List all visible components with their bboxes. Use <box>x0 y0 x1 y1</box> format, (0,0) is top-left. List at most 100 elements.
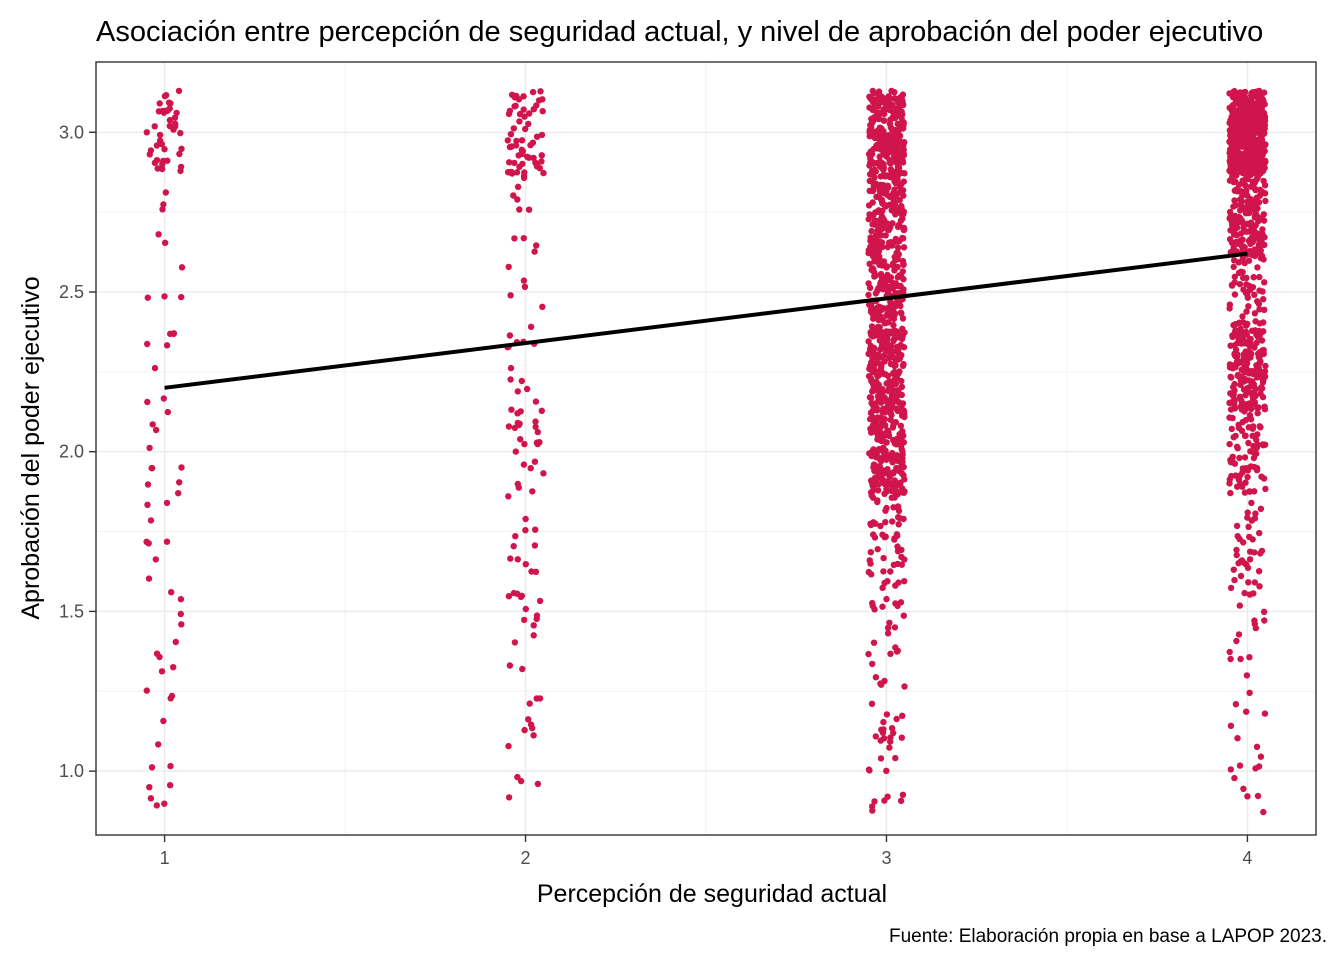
scatter-point <box>1229 365 1236 372</box>
scatter-point <box>1244 294 1252 301</box>
scatter-point <box>1253 436 1260 444</box>
scatter-point <box>160 201 167 208</box>
scatter-point <box>1252 318 1259 325</box>
scatter-point <box>887 298 894 306</box>
scatter-point <box>1253 450 1260 457</box>
scatter-point <box>873 142 880 150</box>
scatter-point <box>1256 306 1263 313</box>
scatter-point <box>1241 432 1249 439</box>
scatter-point <box>898 352 905 359</box>
scatter-point <box>867 234 874 241</box>
scatter-point <box>880 554 887 562</box>
scatter-point <box>895 164 902 171</box>
scatter-point <box>1258 329 1265 336</box>
scatter-point <box>1257 505 1265 512</box>
scatter-point <box>1254 98 1262 106</box>
scatter-point <box>1235 127 1242 135</box>
scatter-point <box>867 521 875 529</box>
scatter-point <box>506 159 513 166</box>
scatter-point <box>1230 321 1237 329</box>
scatter-point <box>153 802 160 809</box>
scatter-point <box>868 227 875 235</box>
scatter-point <box>1243 358 1250 365</box>
scatter-point <box>893 464 900 472</box>
scatter-point <box>1250 442 1257 450</box>
scatter-point <box>899 489 906 496</box>
scatter-point <box>880 117 887 124</box>
scatter-point <box>1261 306 1268 313</box>
scatter-point <box>900 244 908 251</box>
scatter-point <box>881 110 888 118</box>
scatter-point <box>1233 522 1241 530</box>
scatter-point <box>879 215 887 222</box>
scatter-point <box>876 153 883 160</box>
scatter-point <box>900 101 907 108</box>
scatter-point <box>899 91 907 98</box>
scatter-point <box>879 531 886 538</box>
scatter-point <box>883 263 891 270</box>
scatter-point <box>1233 637 1240 645</box>
scatter-point <box>896 126 903 134</box>
scatter-point <box>870 250 878 257</box>
scatter-point <box>1261 142 1268 149</box>
trend-line <box>164 251 1248 390</box>
scatter-point <box>514 196 521 203</box>
scatter-point <box>513 169 521 176</box>
scatter-point <box>1237 325 1244 332</box>
scatter-point <box>885 429 892 436</box>
scatter-point <box>1254 94 1261 101</box>
scatter-point <box>875 396 882 404</box>
scatter-point <box>529 488 536 495</box>
scatter-point <box>178 621 185 628</box>
scatter-point <box>532 568 540 575</box>
scatter-point <box>887 380 894 387</box>
scatter-point <box>1252 129 1259 137</box>
scatter-point <box>899 215 906 222</box>
scatter-point <box>891 535 898 542</box>
scatter-point <box>1251 185 1258 192</box>
scatter-point <box>872 209 879 216</box>
scatter-point <box>145 575 153 582</box>
scatter-point <box>1246 556 1254 563</box>
scatter-point <box>869 118 876 125</box>
scatter-point <box>1253 743 1261 750</box>
scatter-point <box>866 129 873 136</box>
scatter-point <box>1251 327 1259 334</box>
scatter-point <box>884 289 892 296</box>
scatter-point <box>1260 319 1267 326</box>
scatter-point <box>1251 488 1258 495</box>
scatter-point <box>160 109 168 116</box>
scatter-point <box>1233 551 1240 559</box>
scatter-point <box>170 664 177 671</box>
scatter-point <box>1256 239 1263 246</box>
scatter-point <box>521 616 528 624</box>
scatter-point <box>1234 169 1241 176</box>
scatter-point <box>889 279 897 287</box>
scatter-point <box>1232 186 1239 194</box>
scatter-point <box>892 380 899 388</box>
scatter-point <box>164 408 171 416</box>
scatter-point <box>1240 319 1247 326</box>
scatter-point <box>162 92 170 99</box>
scatter-point <box>162 189 169 196</box>
scatter-point <box>1248 139 1255 146</box>
scatter-point <box>144 501 151 508</box>
scatter-point <box>891 301 899 309</box>
scatter-point <box>867 375 875 382</box>
scatter-point <box>869 602 876 610</box>
scatter-point <box>506 662 514 669</box>
scatter-point <box>1256 192 1264 199</box>
scatter-point <box>1227 342 1234 349</box>
scatter-point <box>1248 499 1255 507</box>
scatter-point <box>178 464 185 471</box>
scatter-point <box>901 413 908 421</box>
scatter-point <box>884 98 891 106</box>
scatter-point <box>533 615 540 623</box>
scatter-point <box>519 665 526 673</box>
scatter-point <box>883 328 890 335</box>
scatter-point <box>890 729 897 737</box>
scatter-point <box>1253 464 1261 472</box>
scatter-point <box>874 487 882 494</box>
scatter-point <box>1230 566 1238 573</box>
scatter-point <box>1243 129 1250 136</box>
